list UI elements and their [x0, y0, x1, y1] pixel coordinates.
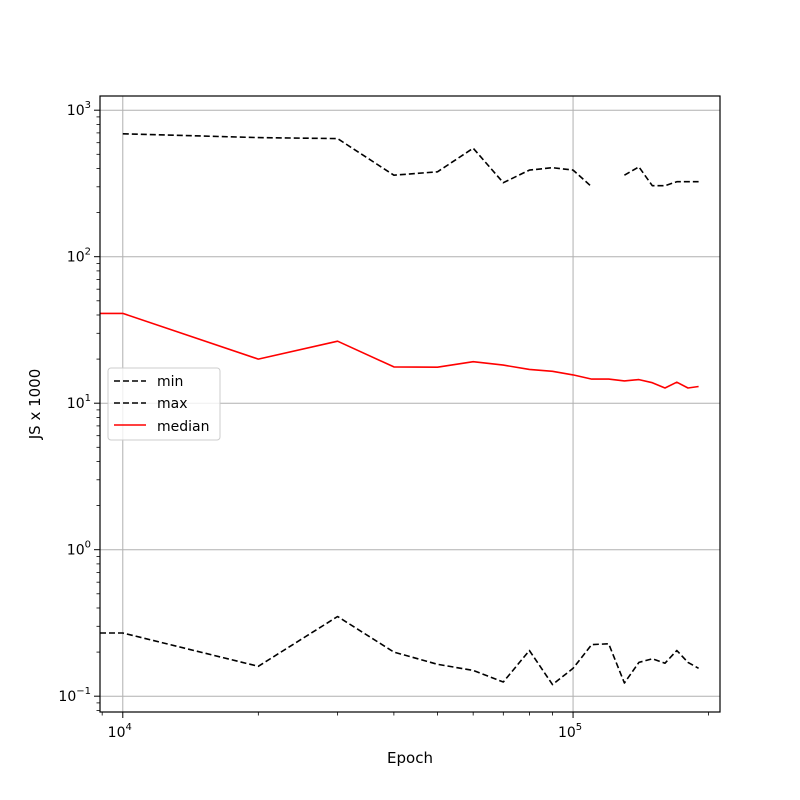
plot-lines — [100, 133, 699, 686]
x-axis-label: Epoch — [387, 749, 433, 767]
legend-label-min: min — [157, 374, 183, 390]
y-tick-label: 10−1 — [58, 686, 91, 705]
legend-label-max: max — [157, 396, 188, 412]
y-tick-label: 103 — [67, 100, 91, 119]
legend-box — [107, 367, 221, 441]
y-axis-label: JS x 1000 — [26, 369, 44, 441]
legend-label-median: median — [157, 419, 209, 435]
y-tick-label: 102 — [67, 247, 91, 266]
x-tick-label: 104 — [108, 722, 132, 741]
plot-frame — [99, 95, 721, 713]
x-tick-label: 105 — [558, 722, 582, 741]
y-tick-label: 101 — [67, 393, 91, 412]
series-line-min — [100, 615, 699, 686]
y-tick-label: 100 — [67, 540, 91, 559]
legend: min max median — [107, 367, 221, 441]
series-line-max — [122, 133, 593, 188]
series-line-max — [624, 166, 699, 187]
grid — [100, 96, 720, 712]
series-line-median — [100, 312, 699, 389]
axis-ticks: 104 105 10−1 100 101 102 103 — [58, 100, 710, 741]
